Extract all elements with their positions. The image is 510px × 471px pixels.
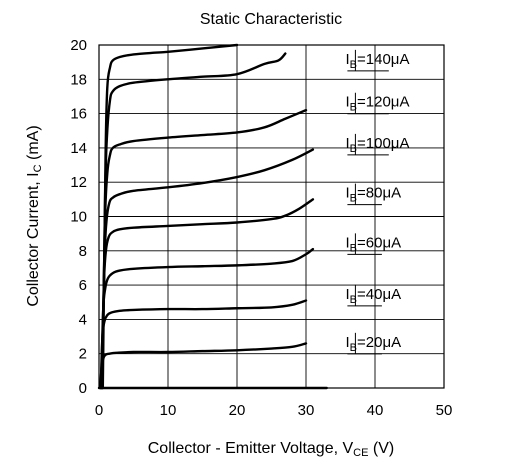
curve-label: IB=20μA [346,334,402,354]
curve-ib-160-a [101,43,239,390]
axis-tick-labels: 0 10 20 30 40 50 0 2 4 6 8 10 12 14 16 18 20 [70,37,452,419]
y-axis-label-sub: C [32,164,44,172]
chart-title: Static Characteristic [200,11,342,28]
y-tick-label: 16 [70,106,87,123]
y-tick-label: 8 [79,243,87,260]
y-tick-label: 14 [70,140,87,157]
curve-label-sub: B [350,294,357,306]
curve-label: IB=40μA [346,286,402,306]
curve-label-sub: B [350,102,357,114]
curve-ib-80-a [100,198,315,390]
label-leaders [347,49,389,355]
curve-ib-20-a [99,342,308,390]
y-tick-label: 6 [79,277,87,294]
y-tick-label: 18 [70,71,87,88]
x-axis-label: Collector - Emitter Voltage, VCE (V) [148,440,394,459]
curve-label-value: =120μA [357,94,409,111]
curve-label-sub: B [350,242,357,254]
x-tick-label: 50 [436,402,453,419]
curve-label-value: =140μA [357,51,409,68]
grid [99,45,444,388]
x-tick-label: 20 [229,402,246,419]
curve-ib-40-a [99,299,308,390]
x-tick-label: 10 [160,402,177,419]
y-tick-label: 4 [79,311,87,328]
x-tick-label: 30 [298,402,315,419]
curve-label: IB=120μA [346,94,410,114]
x-tick-label: 40 [367,402,384,419]
curve-label-sub: B [350,342,357,354]
y-tick-label: 10 [70,209,87,226]
curve-label-value: =60μA [357,234,401,251]
curve-labels: IB=20μAIB=40μAIB=60μAIB=80μAIB=100μAIB=1… [346,51,410,354]
curve-label-prefix: I [346,94,350,111]
curve-label: IB=140μA [346,51,410,71]
curve-label-prefix: I [346,135,350,152]
y-tick-label: 0 [79,380,87,397]
x-axis-label-sub: CE [353,447,368,459]
curve-label-prefix: I [346,51,350,68]
characteristic-curves [97,43,328,390]
curve-label-sub: B [350,59,357,71]
curve-ib-120-a [100,108,308,390]
x-axis-label-unit: (V) [368,440,394,457]
y-axis-label: Collector Current, IC (mA) [25,125,44,306]
curve-label-sub: B [350,143,357,155]
curve-ib-60-a [99,247,315,390]
curve-label-prefix: I [346,234,350,251]
y-tick-label: 20 [70,37,87,54]
y-axis-label-main: Collector Current, I [25,172,42,306]
y-tick-label: 2 [79,346,87,363]
curve-label-prefix: I [346,286,350,303]
curve-label-value: =80μA [357,185,401,202]
y-tick-label: 12 [70,174,87,191]
curve-label-prefix: I [346,334,350,351]
curve-label-value: =40μA [357,286,401,303]
curve-label: IB=80μA [346,185,402,205]
curve-label-value: =100μA [357,135,409,152]
curve-label-prefix: I [346,185,350,202]
x-axis-label-main: Collector - Emitter Voltage, V [148,440,354,457]
y-axis-label-unit: (mA) [25,125,42,164]
curve-label: IB=100μA [346,135,410,155]
curve-label-sub: B [350,193,357,205]
curve-label-value: =20μA [357,334,401,351]
x-tick-label: 0 [95,402,103,419]
curve-label: IB=60μA [346,234,402,254]
